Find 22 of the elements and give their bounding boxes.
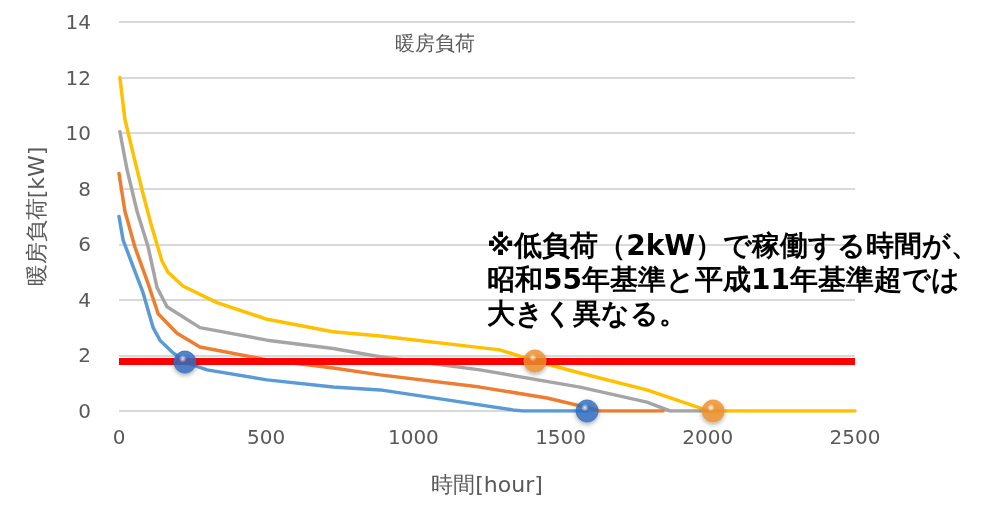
x-tick-label: 2000 — [682, 425, 734, 449]
x-tick-label: 2500 — [829, 425, 881, 449]
y-tick-label: 6 — [78, 232, 91, 257]
x-tick-label: 1000 — [387, 425, 439, 449]
y-tick-label: 0 — [78, 399, 91, 423]
point — [523, 349, 547, 373]
y-tick-label: 8 — [78, 176, 91, 201]
y-tick-label: 2 — [78, 343, 91, 368]
x-tick-label: 500 — [247, 425, 286, 449]
x-axis-title: 時間[hour] — [431, 471, 543, 497]
point — [575, 399, 599, 423]
y-tick-label: 4 — [78, 287, 91, 312]
x-tick-label: 1500 — [535, 425, 587, 449]
y-tick-label: 12 — [65, 65, 91, 90]
y-tick-label: 10 — [65, 121, 91, 146]
y-axis-title: 暖房負荷[kW] — [23, 146, 49, 287]
point — [173, 350, 197, 374]
x-tick-label: 0 — [112, 425, 126, 449]
point — [701, 399, 725, 423]
text: 暖房負荷 — [395, 31, 475, 55]
annotation: ※低負荷（2kW）で稼働する時間が、昭和55年基準と平成11年基準超では大きく異なる。 — [487, 228, 980, 330]
y-tick-label: 14 — [65, 10, 91, 34]
